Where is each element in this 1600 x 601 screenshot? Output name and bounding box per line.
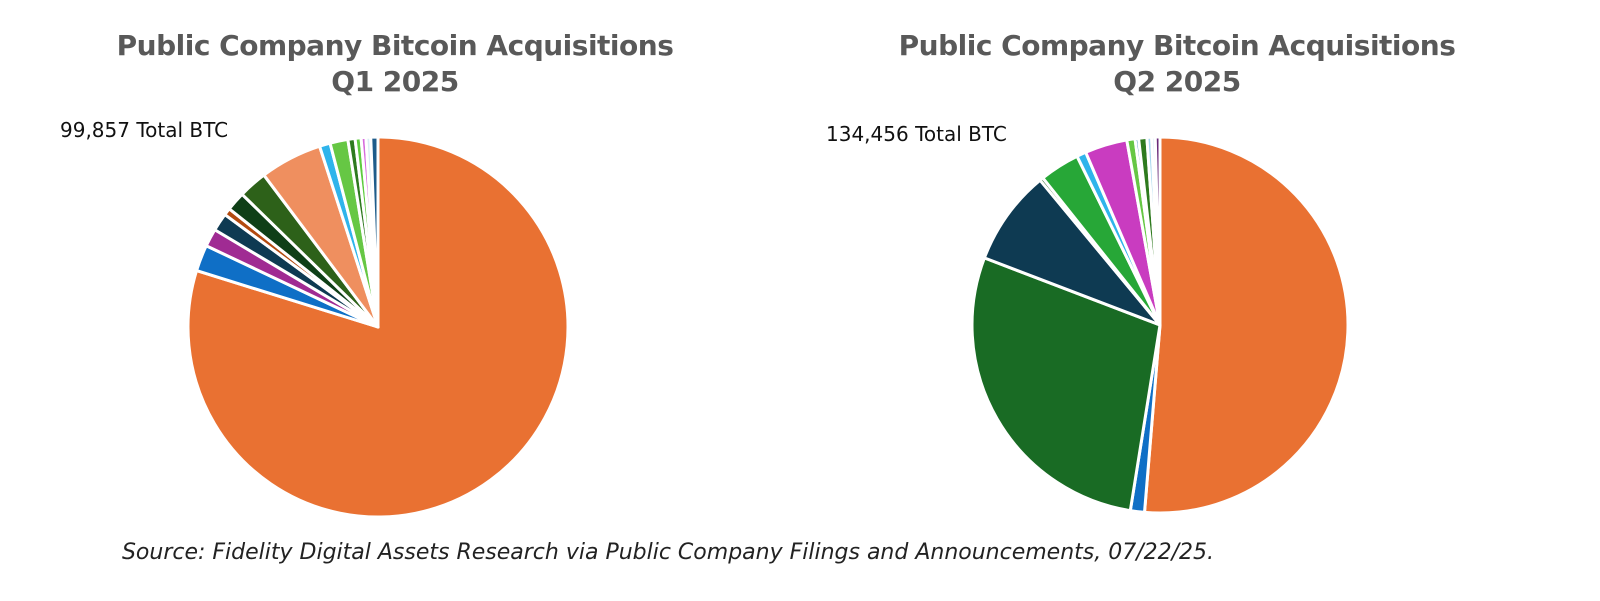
q1-title-text: Public Company Bitcoin Acquisitions: [116, 29, 674, 62]
q1-total-label: 99,857 Total BTC: [60, 118, 229, 142]
q2-pie-slice-2: [970, 256, 1162, 513]
q2-title-text: Public Company Bitcoin Acquisitions: [898, 29, 1456, 62]
q2-total-label: 134,456 Total BTC: [826, 122, 1007, 146]
q2-subtitle: Q2 2025: [1113, 65, 1241, 98]
q1-pie-slice-14: [369, 135, 380, 329]
q1-title: Public Company Bitcoin Acquisitions Q1 2…: [45, 28, 745, 100]
q2-title: Public Company Bitcoin Acquisitions Q2 2…: [827, 28, 1527, 100]
q2-pie-slice-13: [1153, 135, 1162, 327]
q2-pie-slice-0: [1143, 135, 1350, 515]
source-note: Source: Fidelity Digital Assets Research…: [121, 540, 1215, 565]
q1-subtitle: Q1 2025: [331, 65, 459, 98]
q2-pie-slice-3: [982, 178, 1162, 327]
